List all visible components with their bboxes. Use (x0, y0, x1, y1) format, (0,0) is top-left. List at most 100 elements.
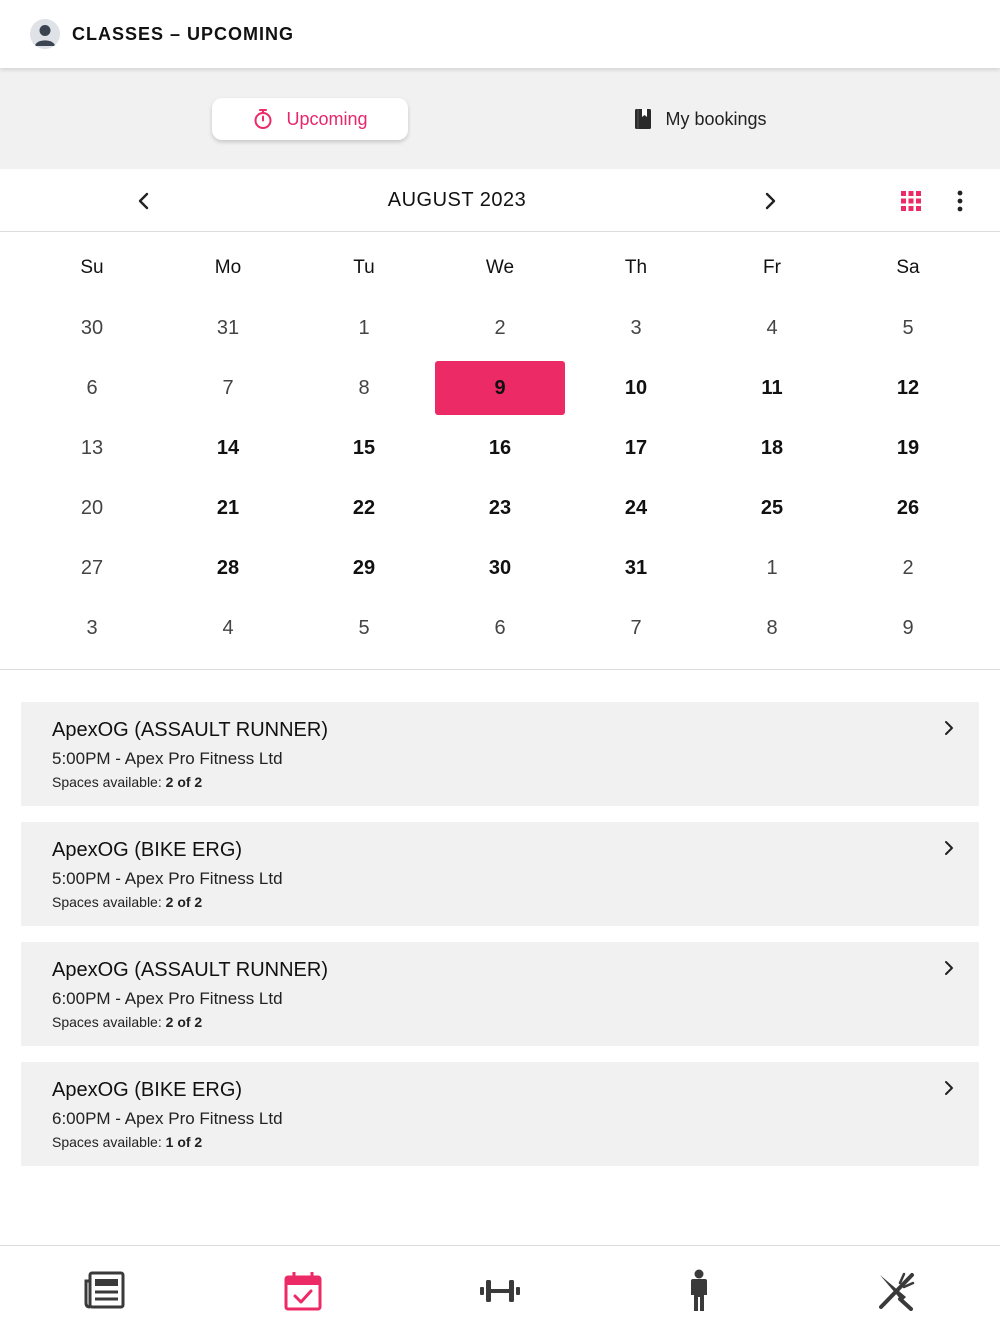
spaces-label: Spaces available: (52, 774, 162, 790)
spaces-label: Spaces available: (52, 1134, 162, 1150)
calendar-day[interactable]: 5 (902, 316, 914, 339)
newspaper-icon (84, 1271, 125, 1309)
class-card[interactable]: ApexOG (ASSAULT RUNNER) 6:00PM - Apex Pr… (21, 942, 979, 1046)
grid-icon (901, 191, 921, 211)
calendar-day-has-classes[interactable]: 14 (216, 436, 240, 459)
calendar-day[interactable]: 6 (494, 616, 506, 639)
calendar-day[interactable]: 2 (902, 556, 914, 579)
selected-day-highlight (435, 361, 565, 415)
nav-workouts[interactable] (477, 1268, 523, 1314)
calendar-day[interactable]: 1 (358, 316, 370, 339)
spaces-value: 2 of 2 (165, 774, 203, 790)
calendar-day-has-classes[interactable]: 10 (624, 376, 648, 399)
calendar-day-has-classes[interactable]: 12 (896, 376, 920, 399)
nav-body[interactable] (676, 1268, 722, 1314)
calendar-day[interactable]: 3 (630, 316, 642, 339)
weekday-label: Su (80, 257, 104, 278)
class-card[interactable]: ApexOG (BIKE ERG) 5:00PM - Apex Pro Fitn… (21, 822, 979, 926)
calendar-day[interactable]: 7 (630, 616, 642, 639)
weekday-label: Fr (763, 257, 781, 278)
class-name: ApexOG (BIKE ERG) (52, 839, 243, 861)
calendar-check-icon (284, 1272, 322, 1311)
tab-upcoming[interactable]: Upcoming (212, 98, 408, 140)
calendar-day[interactable]: 4 (222, 616, 234, 639)
next-month-button[interactable] (756, 187, 784, 215)
calendar-day[interactable]: 8 (766, 616, 778, 639)
calendar-day-has-classes[interactable]: 11 (761, 376, 783, 399)
calendar-day[interactable]: 5 (358, 616, 370, 639)
calendar-day[interactable]: 20 (80, 496, 104, 519)
class-spaces: Spaces available: 1 of 2 (52, 1134, 202, 1150)
calendar-day-selected[interactable]: 9 (432, 358, 568, 418)
calendar-day-number: 9 (494, 376, 506, 399)
grid-view-button[interactable] (897, 187, 925, 215)
class-name: ApexOG (ASSAULT RUNNER) (52, 719, 328, 741)
calendar-day-has-classes[interactable]: 30 (488, 556, 512, 579)
class-name: ApexOG (BIKE ERG) (52, 1079, 243, 1101)
month-label: AUGUST 2023 (387, 189, 527, 211)
calendar-day[interactable]: 8 (358, 376, 370, 399)
calendar-day[interactable]: 9 (902, 616, 914, 639)
class-card[interactable]: ApexOG (BIKE ERG) 6:00PM - Apex Pro Fitn… (21, 1062, 979, 1166)
calendar-day-has-classes[interactable]: 23 (488, 496, 512, 519)
weekday-label: Th (624, 257, 648, 278)
page-title: CLASSES – UPCOMING (72, 23, 295, 44)
month-header: AUGUST 2023 (0, 169, 1000, 232)
calendar-day-has-classes[interactable]: 26 (896, 496, 920, 519)
calendar-day-has-classes[interactable]: 17 (624, 436, 648, 459)
tab-my-bookings[interactable]: My bookings (600, 98, 800, 140)
bottom-navigation (0, 1245, 1000, 1334)
class-spaces: Spaces available: 2 of 2 (52, 774, 202, 790)
calendar-day-has-classes[interactable]: 15 (352, 436, 376, 459)
weekday-label: We (485, 257, 515, 278)
calendar-week-row: 3 4 5 6 7 8 9 (24, 598, 976, 658)
calendar-day[interactable]: 13 (80, 436, 104, 459)
more-options-button[interactable] (946, 187, 974, 215)
calendar-day-has-classes[interactable]: 16 (488, 436, 512, 459)
dumbbell-icon (480, 1280, 520, 1302)
calendar-day[interactable]: 27 (80, 556, 104, 579)
calendar-day[interactable]: 2 (494, 316, 506, 339)
nav-news[interactable] (82, 1268, 128, 1314)
calendar-week-row: 20 21 22 23 24 25 26 (24, 478, 976, 538)
calendar-day[interactable]: 3 (86, 616, 98, 639)
top-bar: CLASSES – UPCOMING (0, 0, 1000, 68)
calendar-day[interactable]: 1 (766, 556, 778, 579)
weekday-label: Tu (353, 257, 375, 278)
class-card[interactable]: ApexOG (ASSAULT RUNNER) 5:00PM - Apex Pr… (21, 702, 979, 806)
calendar-day[interactable]: 30 (80, 316, 104, 339)
divider (0, 669, 1000, 670)
chevron-right-icon (945, 721, 953, 735)
weekday-label: Sa (896, 257, 920, 278)
calendar-day[interactable]: 6 (86, 376, 98, 399)
avatar[interactable] (30, 19, 60, 49)
calendar-weeks: 30 31 1 2 3 4 5 6 7 8 9 10 11 12 13 14 15 16 17 18 19 20 21 22 2… (24, 298, 976, 658)
class-spaces: Spaces available: 2 of 2 (52, 1014, 202, 1030)
calendar-day[interactable]: 7 (222, 376, 234, 399)
more-vertical-icon (957, 190, 963, 212)
calendar-day-has-classes[interactable]: 21 (216, 496, 240, 519)
calendar-day-has-classes[interactable]: 22 (352, 496, 376, 519)
nav-nutrition[interactable] (873, 1268, 919, 1314)
previous-month-button[interactable] (130, 187, 158, 215)
nav-classes[interactable] (280, 1268, 326, 1314)
calendar-day-has-classes[interactable]: 19 (896, 436, 920, 459)
spaces-value: 2 of 2 (165, 894, 203, 910)
class-spaces: Spaces available: 2 of 2 (52, 894, 202, 910)
tab-bar: Upcoming My bookings (0, 68, 1000, 169)
calendar-day[interactable]: 31 (216, 316, 240, 339)
calendar-day-has-classes[interactable]: 31 (624, 556, 648, 579)
weekday-header-row: Su Mo Tu We Th Fr Sa (24, 238, 976, 298)
class-time-location: 6:00PM - Apex Pro Fitness Ltd (52, 989, 283, 1008)
weekday-label: Mo (214, 257, 242, 278)
calendar-day-has-classes[interactable]: 29 (352, 556, 376, 579)
calendar-day-has-classes[interactable]: 25 (760, 496, 784, 519)
calendar-day[interactable]: 4 (766, 316, 778, 339)
calendar-day-has-classes[interactable]: 28 (216, 556, 240, 579)
calendar-week-row: 6 7 8 9 10 11 12 (24, 358, 976, 418)
calendar-day-has-classes[interactable]: 24 (624, 496, 648, 519)
class-time-location: 6:00PM - Apex Pro Fitness Ltd (52, 1109, 283, 1128)
class-time-location: 5:00PM - Apex Pro Fitness Ltd (52, 749, 283, 768)
calendar-day-has-classes[interactable]: 18 (760, 436, 784, 459)
spaces-value: 2 of 2 (165, 1014, 203, 1030)
